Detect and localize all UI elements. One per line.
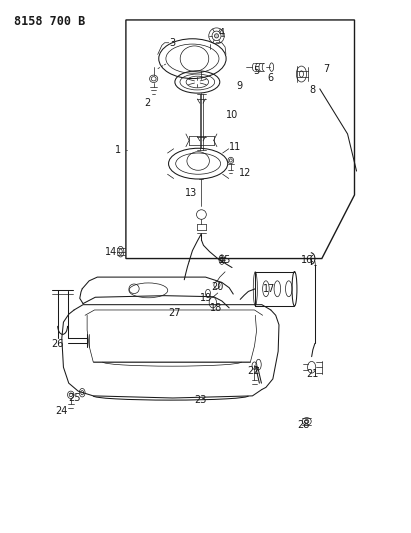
Text: 24: 24	[55, 406, 68, 416]
Text: 23: 23	[194, 395, 206, 405]
Text: 3: 3	[169, 38, 175, 48]
Text: 9: 9	[236, 81, 242, 91]
Text: 7: 7	[323, 64, 329, 74]
Text: 15: 15	[219, 255, 231, 264]
Text: 2: 2	[144, 98, 151, 108]
Ellipse shape	[215, 34, 219, 38]
Text: 13: 13	[185, 188, 197, 198]
Text: 26: 26	[51, 340, 64, 350]
Text: 20: 20	[212, 281, 224, 292]
Text: 21: 21	[307, 369, 319, 378]
Text: 27: 27	[168, 308, 180, 318]
Text: 8158 700 B: 8158 700 B	[14, 14, 85, 28]
Text: 12: 12	[239, 168, 252, 177]
Text: 4: 4	[219, 28, 225, 38]
Text: 19: 19	[200, 293, 212, 303]
Text: 1: 1	[115, 145, 121, 155]
Text: 28: 28	[297, 419, 309, 430]
Text: 11: 11	[229, 142, 241, 152]
Text: 16: 16	[300, 255, 313, 264]
Text: 5: 5	[254, 67, 260, 76]
Ellipse shape	[292, 271, 297, 306]
Text: 18: 18	[210, 303, 223, 313]
Text: 22: 22	[247, 366, 260, 376]
Text: 17: 17	[263, 284, 275, 294]
Text: 6: 6	[267, 73, 273, 83]
Text: 14: 14	[105, 247, 117, 257]
Text: 10: 10	[226, 110, 238, 120]
Text: 8: 8	[310, 85, 316, 95]
Text: 25: 25	[68, 393, 80, 403]
